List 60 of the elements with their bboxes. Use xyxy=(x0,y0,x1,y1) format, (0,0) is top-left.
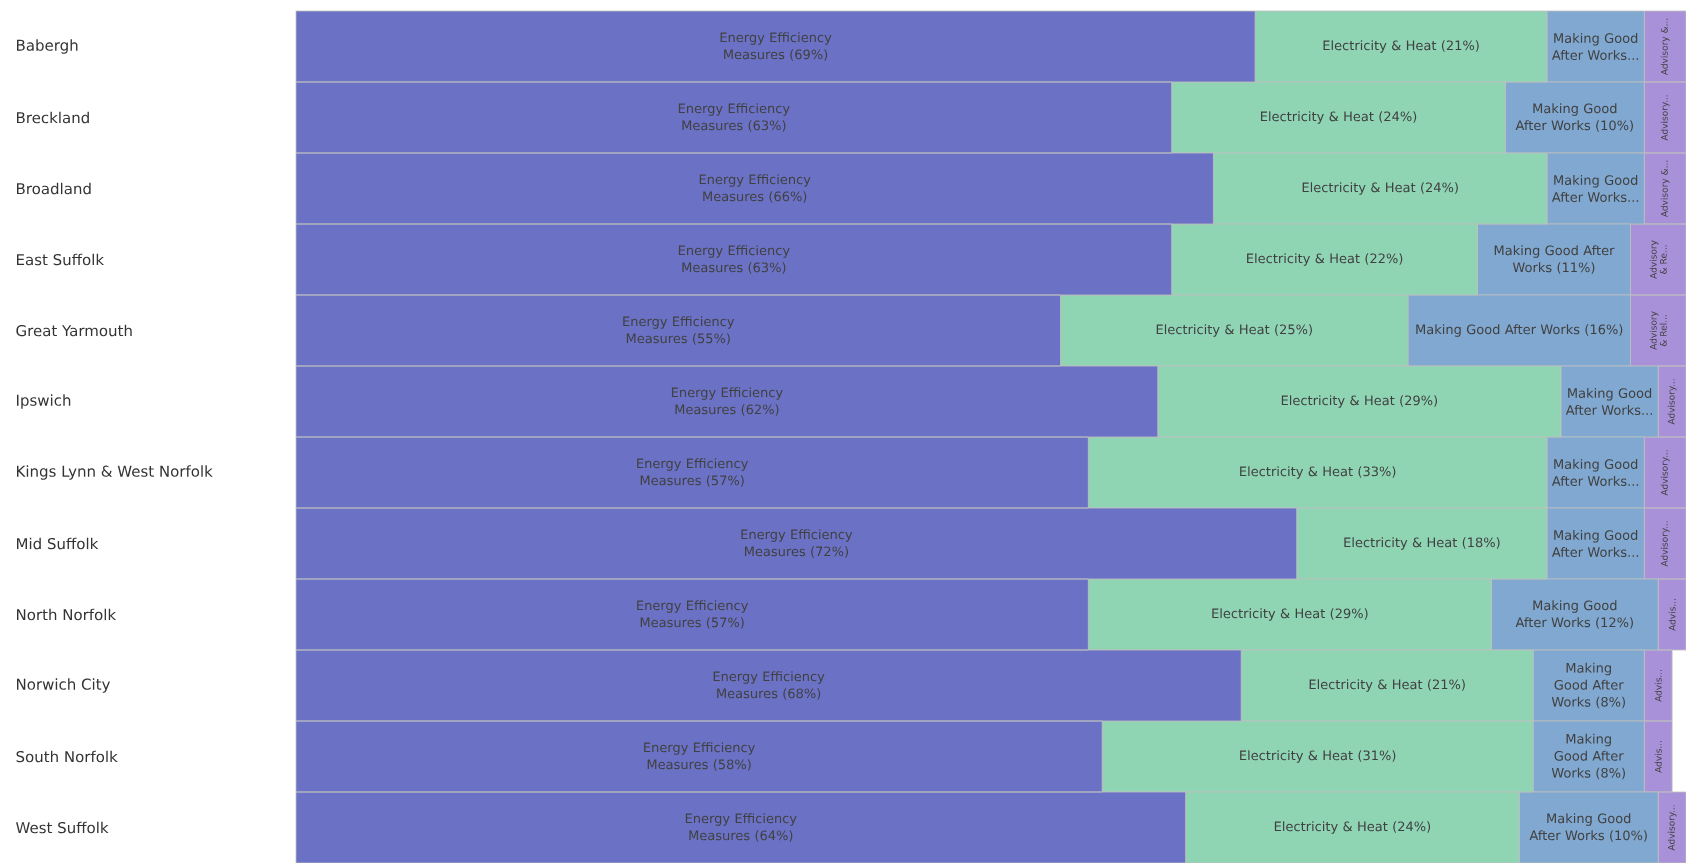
y-tick-label: Babergh xyxy=(17,39,78,54)
data-label: Making Good After Works (16%) xyxy=(1416,324,1623,337)
data-label: Advisory... xyxy=(1660,95,1670,141)
data-label: Advisory... xyxy=(1667,379,1677,425)
data-label: Advis... xyxy=(1654,670,1662,702)
data-label: Advisory... xyxy=(1660,450,1670,496)
data-label: Energy Efficiency Measures (55%) xyxy=(623,316,735,345)
data-label: Making Good After Works (11%) xyxy=(1494,245,1615,274)
data-label: Advisory & Re... xyxy=(1649,240,1667,279)
data-label: Advis... xyxy=(1654,741,1662,773)
data-label: Energy Efficiency Measures (63%) xyxy=(678,103,790,132)
data-label: Electricity & Heat (31%) xyxy=(1240,750,1396,763)
y-tick-label: Norwich City xyxy=(17,678,110,693)
data-label: Advisory... xyxy=(1660,521,1670,567)
y-tick-label: Ipswich xyxy=(17,394,71,409)
data-label: Energy Efficiency Measures (57%) xyxy=(637,600,749,629)
data-label: Making Good After Works (8%) xyxy=(1551,662,1625,709)
data-label: Electricity & Heat (29%) xyxy=(1212,608,1368,621)
data-label: Electricity & Heat (24%) xyxy=(1274,821,1431,834)
y-tick-label: North Norfolk xyxy=(17,608,117,621)
data-label: Electricity & Heat (33%) xyxy=(1240,466,1396,479)
data-label: Energy Efficiency Measures (68%) xyxy=(713,671,825,700)
data-label: Electricity & Heat (22%) xyxy=(1247,253,1403,266)
data-label: Advisory &... xyxy=(1660,18,1670,76)
data-label: Energy Efficiency Measures (69%) xyxy=(720,32,832,61)
data-label: Making Good After Works (10%) xyxy=(1515,103,1633,132)
data-label: Making Good After Works... xyxy=(1565,387,1652,416)
data-label: Electricity & Heat (29%) xyxy=(1281,395,1438,408)
data-label: Electricity & Heat (24%) xyxy=(1260,111,1417,124)
data-label: Energy Efficiency Measures (72%) xyxy=(741,529,853,558)
data-label: Making Good After Works (12%) xyxy=(1515,600,1633,629)
data-label: Advis... xyxy=(1668,599,1676,631)
data-label: Electricity & Heat (24%) xyxy=(1302,182,1458,195)
y-tick-label: Great Yarmouth xyxy=(16,324,132,337)
data-label: Advisory &... xyxy=(1660,160,1670,218)
data-label: Making Good After Works (10%) xyxy=(1529,813,1647,842)
y-tick-label: Breckland xyxy=(17,111,89,124)
data-label: Electricity & Heat (21%) xyxy=(1323,40,1479,53)
y-tick-label: Kings Lynn & West Norfolk xyxy=(17,465,213,480)
data-label: Energy Efficiency Measures (62%) xyxy=(671,387,783,416)
data-label: Making Good After Works... xyxy=(1551,32,1639,61)
y-tick-label: West Suffolk xyxy=(16,821,109,834)
data-label: Energy Efficiency Measures (57%) xyxy=(637,458,749,487)
data-label: Electricity & Heat (25%) xyxy=(1156,324,1312,337)
data-label: Electricity & Heat (21%) xyxy=(1309,679,1465,692)
y-tick-label: Broadland xyxy=(17,182,91,195)
data-label: Making Good After Works (8%) xyxy=(1551,733,1625,780)
data-label: Advisory & Rel... xyxy=(1649,311,1667,350)
data-label: Energy Efficiency Measures (64%) xyxy=(685,813,797,842)
data-label: Energy Efficiency Measures (58%) xyxy=(644,742,755,771)
data-label: Energy Efficiency Measures (66%) xyxy=(699,174,811,203)
data-label: Making Good After Works... xyxy=(1551,458,1639,487)
y-tick-label: Mid Suffolk xyxy=(17,537,99,550)
y-tick-label: South Norfolk xyxy=(16,750,118,763)
data-label: Advisory... xyxy=(1667,805,1677,851)
data-label: Making Good After Works... xyxy=(1551,529,1639,558)
y-tick-label: East Suffolk xyxy=(17,253,105,266)
data-label: Making Good After Works... xyxy=(1551,174,1639,203)
data-label: Electricity & Heat (18%) xyxy=(1344,537,1500,550)
data-label: Energy Efficiency Measures (63%) xyxy=(678,245,790,274)
